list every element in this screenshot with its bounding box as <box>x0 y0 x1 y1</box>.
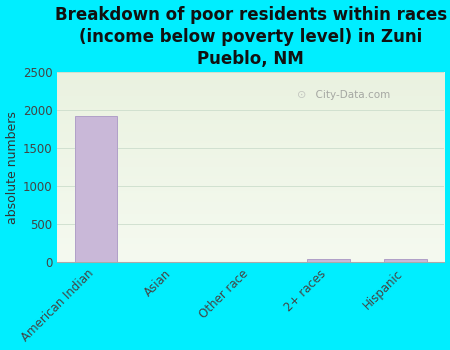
Y-axis label: absolute numbers: absolute numbers <box>5 111 18 224</box>
Bar <box>75 116 117 262</box>
Text: ⊙: ⊙ <box>297 90 306 100</box>
Text: City-Data.com: City-Data.com <box>309 90 390 100</box>
Bar <box>307 259 350 262</box>
Title: Breakdown of poor residents within races
(income below poverty level) in Zuni
Pu: Breakdown of poor residents within races… <box>55 6 447 68</box>
Bar <box>384 259 427 262</box>
